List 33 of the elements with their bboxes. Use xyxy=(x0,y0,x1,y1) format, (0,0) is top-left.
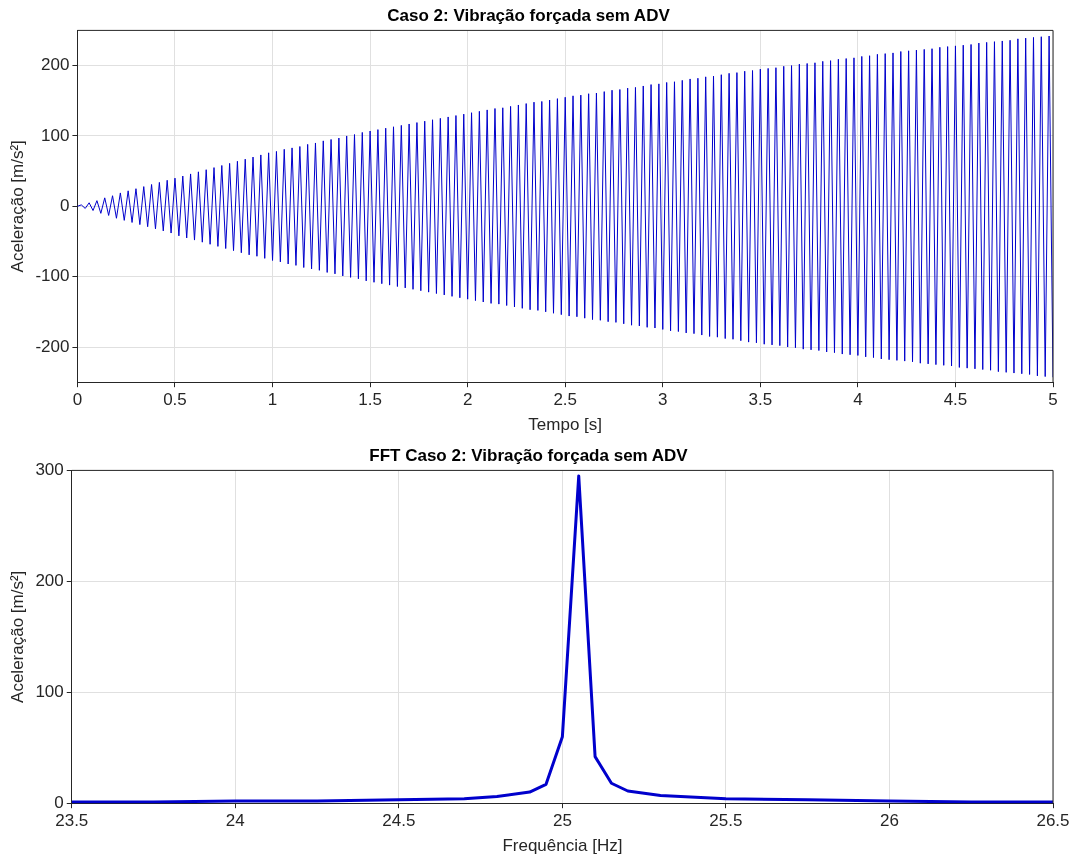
x-tick-label: 24 xyxy=(225,811,245,831)
x-tick-label: 2.5 xyxy=(553,390,578,410)
chart-title: Caso 2: Vibração forçada sem ADV xyxy=(387,5,671,25)
x-tick-label: 4.5 xyxy=(943,390,968,410)
y-axis-title: Aceleração [m/s²] xyxy=(7,570,27,703)
y-tick-label: 0 xyxy=(54,792,64,812)
x-tick-label: 1 xyxy=(267,390,278,410)
x-tick-label: 2 xyxy=(462,390,473,410)
y-tick-label: 200 xyxy=(41,55,70,75)
x-axis-title: Frequência [Hz] xyxy=(502,836,623,856)
y-tick-label: -100 xyxy=(35,266,70,286)
y-tick-label: 100 xyxy=(35,681,64,701)
y-tick-label: 300 xyxy=(35,460,64,480)
x-tick-label: 24.5 xyxy=(382,811,416,831)
y-tick-label: 0 xyxy=(59,195,70,215)
x-tick-label: 3 xyxy=(658,390,668,410)
x-tick-label: 26.5 xyxy=(1036,811,1070,831)
chart-title: FFT Caso 2: Vibração forçada sem ADV xyxy=(369,445,689,465)
x-axis-title: Tempo [s] xyxy=(528,415,603,435)
y-tick-label: -200 xyxy=(35,336,70,356)
x-tick-label: 1.5 xyxy=(358,390,382,410)
x-tick-label: 4 xyxy=(853,390,863,410)
x-tick-label: 5 xyxy=(1048,390,1058,410)
x-tick-label: 26 xyxy=(880,811,899,831)
y-tick-label: 200 xyxy=(35,571,64,591)
y-axis-title: Aceleração [m/s²] xyxy=(7,140,27,273)
x-tick-label: 23.5 xyxy=(55,811,89,831)
x-tick-label: 0.5 xyxy=(163,390,187,410)
x-tick-label: 0 xyxy=(72,390,83,410)
x-tick-label: 3.5 xyxy=(748,390,773,410)
x-tick-label: 25 xyxy=(552,811,572,831)
x-tick-label: 25.5 xyxy=(709,811,743,831)
y-tick-label: 100 xyxy=(41,125,70,145)
